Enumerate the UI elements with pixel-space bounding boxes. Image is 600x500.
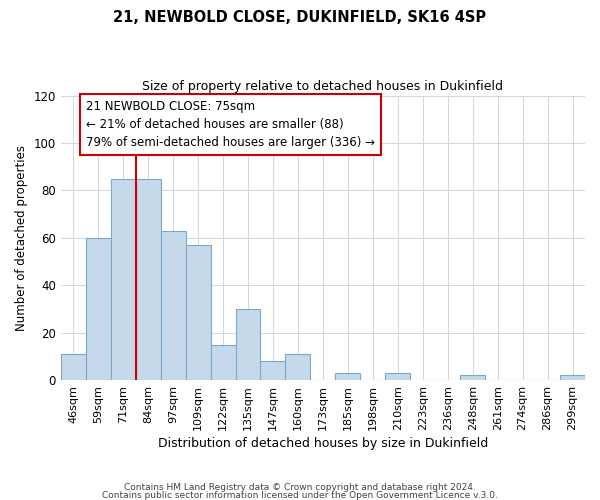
Bar (61, 354, 86, 380)
Bar (286, 354, 310, 380)
Bar (385, 373, 410, 380)
Title: Size of property relative to detached houses in Dukinfield: Size of property relative to detached ho… (142, 80, 503, 93)
Bar (560, 376, 585, 380)
Bar (236, 309, 260, 380)
Bar (260, 361, 286, 380)
Text: Contains public sector information licensed under the Open Government Licence v.: Contains public sector information licen… (102, 490, 498, 500)
Text: 21 NEWBOLD CLOSE: 75sqm
← 21% of detached houses are smaller (88)
79% of semi-de: 21 NEWBOLD CLOSE: 75sqm ← 21% of detache… (86, 100, 375, 150)
Bar (136, 178, 161, 380)
Text: 21, NEWBOLD CLOSE, DUKINFIELD, SK16 4SP: 21, NEWBOLD CLOSE, DUKINFIELD, SK16 4SP (113, 10, 487, 25)
X-axis label: Distribution of detached houses by size in Dukinfield: Distribution of detached houses by size … (158, 437, 488, 450)
Bar (86, 238, 111, 380)
Bar (460, 376, 485, 380)
Bar (185, 245, 211, 380)
Bar (161, 230, 185, 380)
Bar (111, 178, 136, 380)
Bar (211, 344, 236, 380)
Text: Contains HM Land Registry data © Crown copyright and database right 2024.: Contains HM Land Registry data © Crown c… (124, 484, 476, 492)
Y-axis label: Number of detached properties: Number of detached properties (15, 145, 28, 331)
Bar (335, 373, 361, 380)
